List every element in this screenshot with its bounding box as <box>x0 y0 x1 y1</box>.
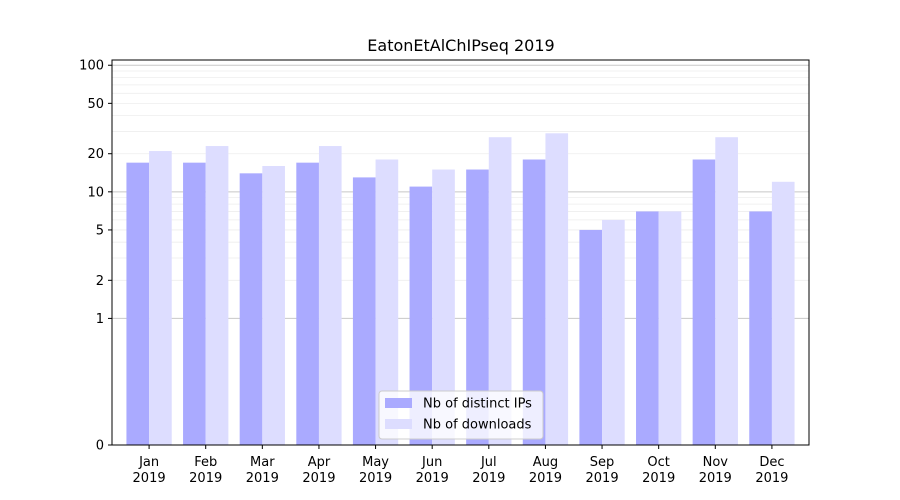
x-tick-label: Dec 2019 <box>755 455 788 486</box>
legend-box <box>378 390 544 440</box>
y-tick-label: 1 <box>96 312 104 327</box>
legend-label: Nb of distinct IPs <box>423 397 532 412</box>
bar-distinct-ips <box>579 229 603 445</box>
bar-distinct-ips <box>692 159 716 445</box>
y-tick-label: 2 <box>96 274 104 289</box>
x-tick-label: Sep 2019 <box>586 455 619 486</box>
bar-downloads <box>602 219 625 445</box>
bar-downloads <box>262 165 285 446</box>
bar-distinct-ips <box>466 169 489 445</box>
y-tick-label: 50 <box>87 97 104 112</box>
x-tick-label: Apr 2019 <box>302 455 335 486</box>
x-tick-label: Jul 2019 <box>472 455 505 486</box>
x-tick-label: Feb 2019 <box>189 455 222 486</box>
bar-distinct-ips <box>522 159 546 445</box>
legend-swatch <box>385 419 412 429</box>
bar-distinct-ips <box>296 162 319 445</box>
bar-downloads <box>432 169 455 445</box>
y-tick-label: 100 <box>79 59 104 74</box>
bar-downloads <box>771 181 795 445</box>
bars <box>126 133 795 446</box>
legend-swatch <box>385 398 412 408</box>
chart-title: EatonEtAlChIPseq 2019 <box>367 36 554 55</box>
bar-downloads <box>715 137 738 446</box>
x-tick-label: Mar 2019 <box>246 455 279 486</box>
bar-downloads <box>375 159 399 445</box>
bar-distinct-ips <box>126 162 150 445</box>
x-tick-label: May 2019 <box>359 455 392 486</box>
legend-label: Nb of downloads <box>423 418 532 433</box>
bar-downloads <box>658 211 682 445</box>
y-tick-label: 0 <box>96 439 104 454</box>
bar-distinct-ips <box>749 211 772 445</box>
bar-downloads <box>318 146 342 445</box>
bar-distinct-ips <box>239 173 263 445</box>
bar-downloads <box>488 137 512 446</box>
x-tick-label: Oct 2019 <box>642 455 675 486</box>
x-tick-label: Nov 2019 <box>699 455 732 486</box>
legend: Nb of distinct IPs Nb of downloads <box>378 390 544 440</box>
bar-distinct-ips <box>409 186 433 446</box>
bar-downloads <box>545 133 569 445</box>
y-tick-label: 10 <box>87 185 104 200</box>
x-tick-label: Aug 2019 <box>529 455 562 486</box>
y-tick-label: 5 <box>96 223 104 238</box>
x-tick-label: Jan 2019 <box>133 455 166 486</box>
axes: 0 1 2 5 10 20 50 100 Jan 2019 Feb 2019 Mar 2019 Apr 201… <box>79 59 810 486</box>
x-tick-label: Jun 2019 <box>416 455 449 486</box>
y-tick-label: 20 <box>87 147 104 162</box>
bar-distinct-ips <box>183 162 206 445</box>
plot-frame <box>111 59 810 446</box>
bar-distinct-ips <box>636 211 659 445</box>
bar-downloads <box>205 146 229 445</box>
bar-downloads <box>149 151 172 445</box>
bar-distinct-ips <box>352 177 376 446</box>
